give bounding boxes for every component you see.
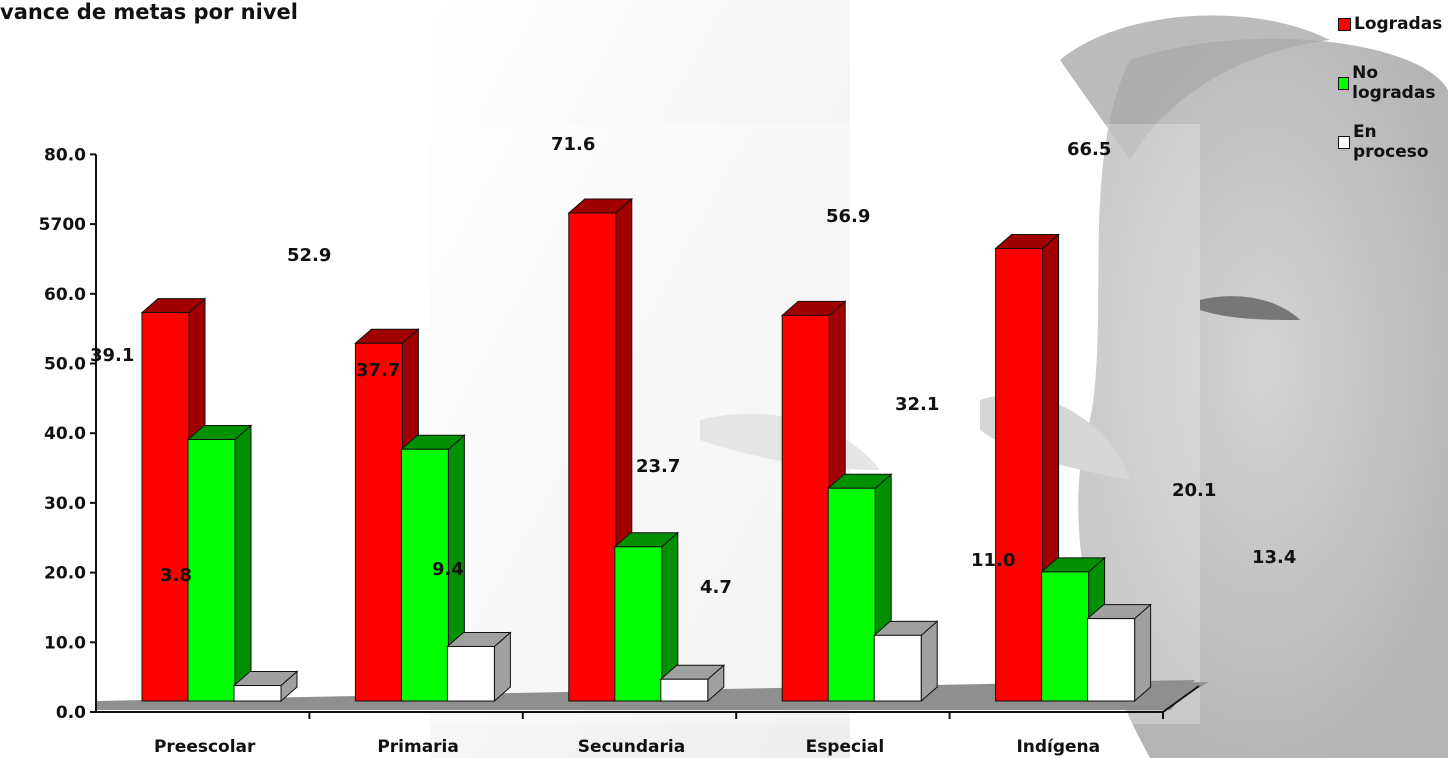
data-label-no-logradas-especial: 32.1 (895, 394, 939, 415)
data-label-no-logradas-primaria: 37.7 (356, 360, 400, 381)
data-label-en-proceso-secundaria: 4.7 (700, 577, 732, 598)
legend-swatch-no-logradas (1338, 76, 1350, 90)
data-label-no-logradas-secundaria: 23.7 (636, 456, 680, 477)
bar-logradas-secundaria (568, 212, 617, 702)
data-label-logradas-indigena: 66.5 (1067, 139, 1111, 160)
legend-swatch-logradas (1338, 17, 1351, 31)
y-tick-label: 20.0 (44, 564, 86, 584)
bar-logradas-indigena (995, 247, 1044, 702)
bar-en-proceso-especial (873, 634, 922, 702)
bar-no-logradas-preescolar (187, 438, 236, 702)
x-tick-label-primaria: Primaria (377, 737, 459, 757)
x-tick-label-preescolar: Preescolar (154, 737, 256, 757)
data-label-en-proceso-preescolar: 3.8 (160, 565, 192, 586)
x-tick-label-indigena: Indígena (1016, 737, 1100, 757)
bar-en-proceso-indigena-side (1134, 603, 1152, 703)
legend-swatch-en-proceso (1338, 135, 1350, 149)
data-label-logradas-especial: 56.9 (826, 206, 870, 227)
data-label-logradas-primaria: 52.9 (287, 245, 331, 266)
legend-label-logradas: Logradas (1354, 14, 1443, 34)
legend-item-en-proceso: En proceso (1338, 122, 1448, 162)
y-tick-label: 80.0 (44, 145, 86, 165)
bar-en-proceso-indigena (1087, 618, 1136, 702)
data-label-en-proceso-especial: 11.0 (971, 550, 1015, 571)
data-label-en-proceso-primaria: 9.4 (432, 559, 464, 580)
bar-no-logradas-especial (827, 487, 876, 702)
bar-en-proceso-preescolar (233, 685, 282, 702)
data-label-logradas-secundaria: 71.6 (551, 134, 595, 155)
legend-label-en-proceso: En proceso (1352, 122, 1429, 162)
bar-logradas-primaria (354, 342, 403, 702)
legend-label-no-logradas: No logradas (1352, 63, 1436, 103)
bar-en-proceso-primaria (446, 645, 495, 702)
legend-item-logradas: Logradas (1338, 10, 1448, 38)
chart-title: vance de metas por nivel (0, 0, 298, 24)
data-label-no-logradas-preescolar: 39.1 (90, 345, 134, 366)
bar-no-logradas-secundaria (614, 546, 663, 702)
y-tick-label: 40.0 (44, 424, 86, 444)
y-tick-label: 30.0 (44, 494, 86, 514)
y-tick-label: 5700 (39, 215, 86, 235)
x-tick-label-secundaria: Secundaria (578, 737, 685, 757)
y-tick-label: 0.0 (56, 703, 86, 723)
bar-no-logradas-preescolar-side (234, 424, 252, 703)
y-tick-label: 50.0 (44, 355, 86, 375)
data-label-no-logradas-indigena: 20.1 (1172, 480, 1216, 501)
data-label-en-proceso-indigena: 13.4 (1252, 547, 1296, 568)
bar-logradas-preescolar (141, 312, 190, 702)
y-tick-label: 10.0 (44, 633, 86, 653)
y-tick-label: 60.0 (44, 285, 86, 305)
x-tick-label-especial: Especial (806, 737, 885, 757)
bar-logradas-especial (781, 314, 830, 702)
legend-item-no-logradas: No logradas (1338, 63, 1448, 103)
x-axis-depth-line (1162, 685, 1200, 713)
bar-en-proceso-secundaria (660, 678, 709, 702)
chart-legend: Logradas No logradas En proceso (1338, 10, 1448, 187)
bar-no-logradas-primaria (400, 448, 449, 702)
bar-no-logradas-indigena (1041, 571, 1090, 702)
